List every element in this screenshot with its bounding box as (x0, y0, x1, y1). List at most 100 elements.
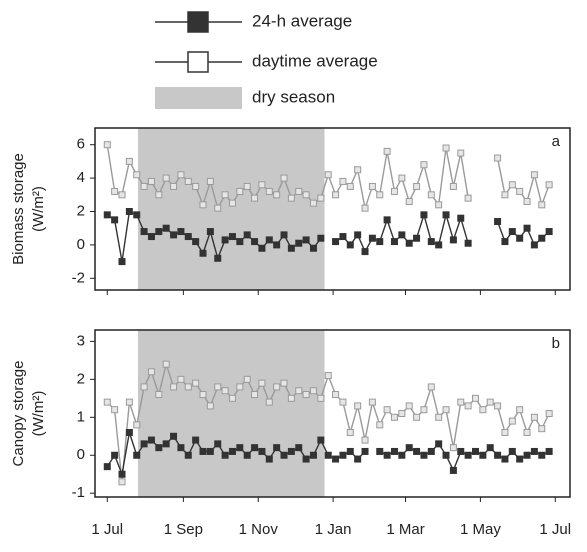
data-point (170, 383, 178, 391)
data-point (309, 199, 317, 207)
data-point (332, 391, 340, 399)
data-point (383, 216, 391, 224)
data-point (265, 187, 273, 195)
data-point (265, 398, 273, 406)
data-point (125, 428, 133, 436)
data-point (339, 177, 347, 185)
data-point (376, 447, 384, 455)
data-point (457, 149, 465, 157)
data-point (479, 406, 487, 414)
data-point (302, 391, 310, 399)
data-point (199, 249, 207, 257)
data-point (103, 141, 111, 149)
data-point (118, 478, 126, 486)
data-point (155, 391, 163, 399)
data-point (530, 241, 538, 249)
data-point (199, 391, 207, 399)
data-point (236, 187, 244, 195)
y-axis-label-line: (W/m²) (30, 391, 47, 437)
data-point (192, 238, 200, 246)
panel-label: a (552, 133, 561, 150)
data-point (184, 383, 192, 391)
data-point (501, 455, 509, 463)
data-point (258, 244, 266, 252)
data-point (221, 387, 229, 395)
data-point (199, 201, 207, 209)
data-point (449, 444, 457, 452)
x-tick-label: 1 May (460, 521, 501, 538)
data-point (206, 402, 214, 410)
data-point (309, 387, 317, 395)
data-point (530, 447, 538, 455)
data-point (295, 387, 303, 395)
data-point (427, 191, 435, 199)
data-point (346, 428, 354, 436)
data-point (228, 394, 236, 402)
data-point (435, 413, 443, 421)
data-point (486, 398, 494, 406)
data-point (516, 406, 524, 414)
legend-shade (155, 87, 242, 109)
data-point (214, 440, 222, 448)
data-point (228, 233, 236, 241)
data-point (435, 440, 443, 448)
x-tick-label: 1 Jan (315, 521, 352, 538)
data-point (530, 413, 538, 421)
data-point (317, 394, 325, 402)
legend-marker (187, 11, 209, 33)
legend-label: 24-h average (252, 11, 352, 30)
data-point (147, 177, 155, 185)
data-point (398, 451, 406, 459)
data-point (368, 234, 376, 242)
data-point (177, 228, 185, 236)
data-point (346, 182, 354, 190)
data-point (339, 233, 347, 241)
data-point (258, 447, 266, 455)
data-point (147, 436, 155, 444)
y-tick-label: 1 (77, 408, 85, 425)
data-point (280, 231, 288, 239)
data-point (420, 451, 428, 459)
data-point (140, 383, 148, 391)
data-point (221, 451, 229, 459)
data-point (516, 187, 524, 195)
data-point (118, 470, 126, 478)
data-point (162, 174, 170, 182)
data-point (354, 231, 362, 239)
data-point (442, 451, 450, 459)
y-tick-label: 0 (77, 446, 85, 463)
data-point (442, 406, 450, 414)
data-point (398, 174, 406, 182)
y-tick-label: 0 (77, 236, 85, 253)
y-axis-label: Biomass storage (W/m²) (10, 153, 47, 265)
data-point (273, 383, 281, 391)
data-point (501, 428, 509, 436)
data-point (383, 147, 391, 155)
data-point (464, 402, 472, 410)
data-point (413, 182, 421, 190)
data-point (516, 234, 524, 242)
data-point (545, 410, 553, 417)
data-point (538, 201, 546, 209)
data-point (295, 239, 303, 247)
y-axis-label-line: (W/m²) (30, 186, 47, 232)
data-point (243, 182, 251, 190)
data-point (413, 413, 421, 421)
data-point (361, 436, 369, 444)
data-point (184, 233, 192, 241)
y-tick-label: 2 (77, 202, 85, 219)
data-point (523, 451, 531, 459)
data-point (228, 447, 236, 455)
data-point (287, 244, 295, 252)
y-tick-label: 6 (77, 136, 85, 153)
data-point (376, 191, 384, 199)
data-point (471, 394, 479, 402)
data-point (111, 187, 119, 195)
x-tick-label: 1 Mar (386, 521, 424, 538)
data-point (427, 238, 435, 246)
data-point (251, 444, 259, 452)
data-point (464, 239, 472, 247)
data-point (376, 421, 384, 429)
data-point (324, 451, 332, 459)
x-tick-label: 1 Nov (239, 521, 279, 538)
